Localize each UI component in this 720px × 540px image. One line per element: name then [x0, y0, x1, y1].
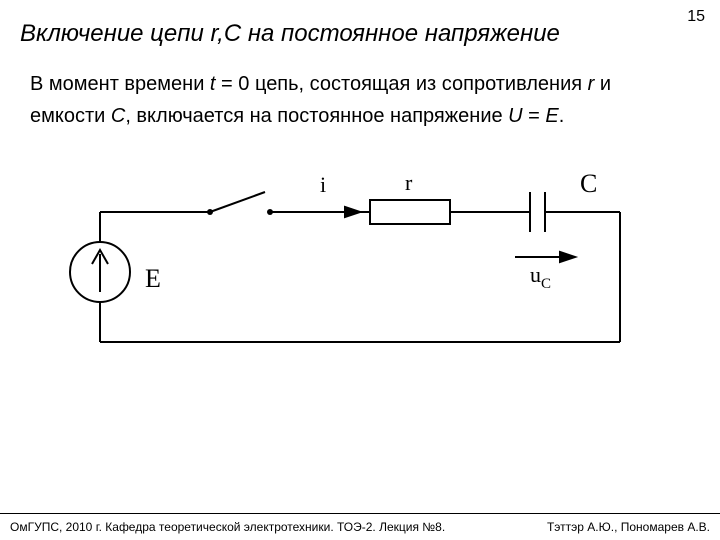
var-U: U: [508, 105, 522, 127]
text: = 0 цепь, состоящая из сопротивления: [215, 73, 587, 95]
footer-right: Тэттэр А.Ю., Пономарев А.В.: [547, 520, 710, 534]
page-number: 15: [687, 8, 705, 26]
label-uC: uC: [530, 262, 551, 292]
label-r: r: [405, 170, 413, 195]
text: .: [559, 105, 565, 127]
text: В момент времени: [30, 73, 210, 95]
label-i: i: [320, 172, 326, 197]
label-C: C: [580, 169, 597, 198]
var-E: E: [545, 105, 558, 127]
footer: ОмГУПС, 2010 г. Кафедра теоретической эл…: [0, 513, 720, 540]
footer-left: ОмГУПС, 2010 г. Кафедра теоретической эл…: [10, 520, 445, 534]
text: =: [523, 105, 546, 127]
page-title: Включение цепи r,C на постоянное напряже…: [0, 0, 720, 58]
circuit-diagram: i r C uC E: [60, 162, 660, 382]
body-paragraph: В момент времени t = 0 цепь, состоящая и…: [0, 58, 720, 142]
text: , включается на постоянное напряжение: [125, 105, 508, 127]
label-E: E: [145, 264, 161, 293]
var-C: C: [111, 105, 125, 127]
